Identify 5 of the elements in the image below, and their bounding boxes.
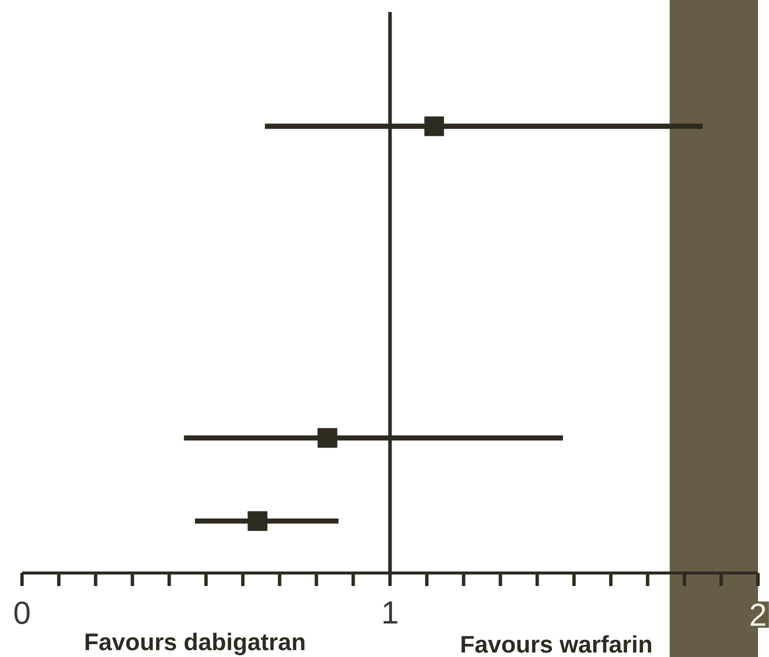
text: Favours warfarin (462, 635, 652, 653)
x-tick-label: 1 (384, 602, 398, 624)
text: Favours dabigatran (86, 632, 304, 656)
x-tick-label: 2 (750, 604, 766, 626)
x-tick-label: 0 (14, 602, 30, 624)
